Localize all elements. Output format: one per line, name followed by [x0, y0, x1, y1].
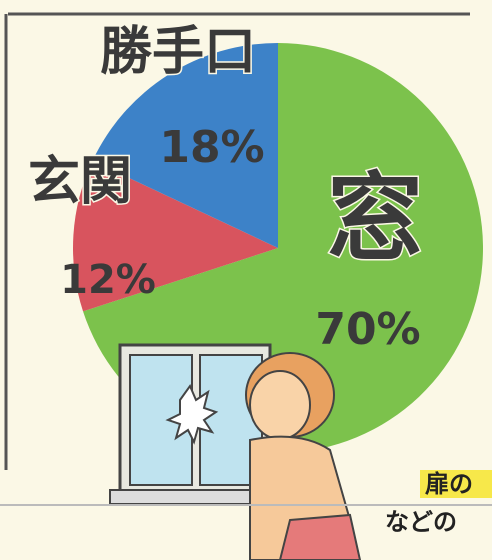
- category-label: 勝手口: [100, 22, 256, 82]
- annotation: などの: [385, 508, 457, 536]
- annotation: 扉の: [425, 470, 473, 498]
- skirt: [280, 515, 360, 560]
- value-label: 70%: [315, 304, 420, 355]
- face: [250, 371, 310, 439]
- category-label: 玄関: [28, 152, 132, 212]
- value-label: 18%: [159, 122, 264, 173]
- value-label: 12%: [60, 257, 156, 303]
- chart: 扉の などの 窓 70% 玄関 12% 勝手口 18%: [0, 0, 492, 560]
- category-label: 窓: [327, 162, 423, 274]
